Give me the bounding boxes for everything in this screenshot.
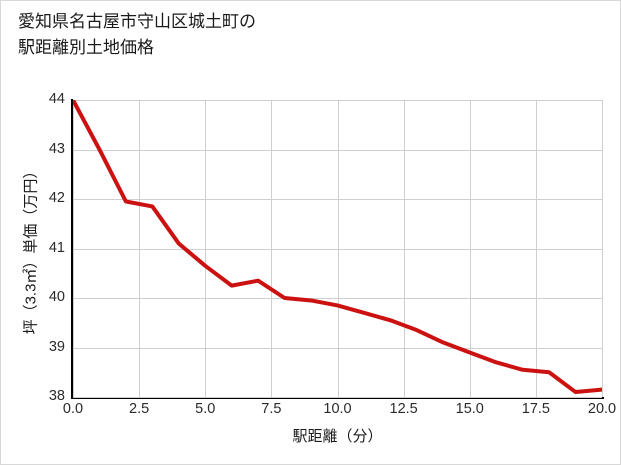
x-tick-label: 7.5 [261, 401, 282, 417]
gridline-horizontal [73, 397, 602, 398]
x-tick-label: 15.0 [455, 401, 484, 417]
line-series [73, 100, 602, 395]
gridline-vertical [205, 100, 207, 397]
y-tick-label: 39 [48, 338, 65, 355]
x-tick-label: 0.0 [62, 401, 84, 417]
y-tick-label: 40 [48, 289, 65, 305]
gridline-vertical [602, 100, 603, 397]
gridline-vertical [337, 100, 339, 397]
gridline-vertical [73, 100, 74, 397]
x-axis-line [71, 397, 604, 399]
gridline-vertical [469, 100, 471, 397]
x-tick-label: 5.0 [195, 401, 216, 417]
x-tick-label: 20.0 [587, 401, 617, 417]
y-tick-label: 42 [48, 190, 65, 206]
x-tick-label: 17.5 [521, 401, 550, 417]
y-tick-label: 43 [48, 140, 65, 157]
plot-area [71, 99, 604, 399]
chart-title: 愛知県名古屋市守山区城土町の 駅距離別土地価格 [18, 12, 256, 57]
x-axis-label: 駅距離（分） [292, 428, 383, 445]
y-tick-label: 41 [48, 239, 65, 256]
x-tick-label: 12.5 [389, 401, 418, 417]
x-tick-label: 2.5 [129, 401, 150, 417]
gridline-vertical [535, 100, 537, 397]
series-line [73, 100, 602, 395]
gridline-vertical [139, 100, 141, 397]
y-axis-line [71, 99, 73, 398]
y-tick-label: 38 [48, 388, 65, 404]
x-tick-label: 10.0 [323, 401, 352, 417]
gridline-vertical [403, 100, 405, 397]
y-tick-label: 44 [48, 91, 65, 107]
gridline-vertical [271, 100, 273, 397]
